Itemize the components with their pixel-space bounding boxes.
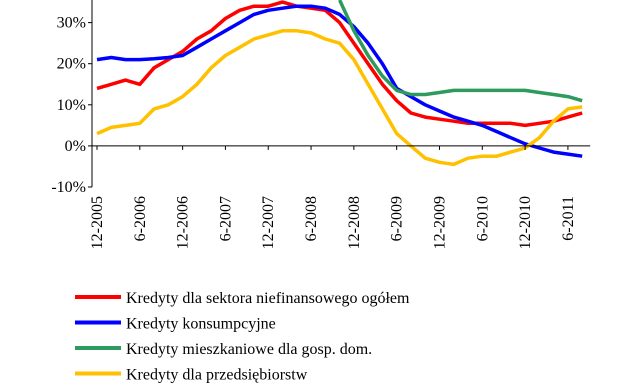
x-tick-label: 6-2006	[132, 196, 149, 241]
x-tick-label: 6-2008	[303, 196, 320, 241]
x-tick-label: 6-2007	[217, 196, 234, 241]
legend-label: Kredyty dla sektora niefinansowego ogółe…	[126, 290, 410, 307]
series-line	[96, 29, 583, 167]
x-tick-label: 6-2009	[389, 196, 406, 241]
x-tick-label: 12-2007	[260, 196, 277, 249]
x-tick-label: 12-2010	[517, 196, 534, 249]
y-tick-label: 30%	[57, 15, 86, 32]
x-tick-label: 12-2008	[346, 196, 363, 249]
x-tick-label: 12-2009	[431, 196, 448, 249]
legend-label: Kredyty mieszkaniowe dla gosp. dom.	[126, 341, 372, 358]
x-tick-label: 6-2010	[474, 196, 491, 241]
x-tick-label: 6-2011	[560, 196, 577, 241]
series-line	[96, 4, 583, 158]
plot-area	[96, 0, 583, 167]
y-tick-label: 20%	[57, 56, 86, 73]
series-line	[96, 0, 583, 128]
x-tick-label: 12-2006	[175, 196, 192, 249]
y-tick-label: 0%	[65, 138, 86, 155]
series-line	[338, 0, 583, 103]
x-tick-label: 12-2005	[89, 196, 106, 249]
legend-label: Kredyty dla przedsiębiorstw	[126, 367, 308, 384]
y-tick-label: 10%	[57, 97, 86, 114]
legend-label: Kredyty konsumpcyjne	[126, 316, 276, 333]
y-tick-label: -10%	[51, 179, 86, 196]
